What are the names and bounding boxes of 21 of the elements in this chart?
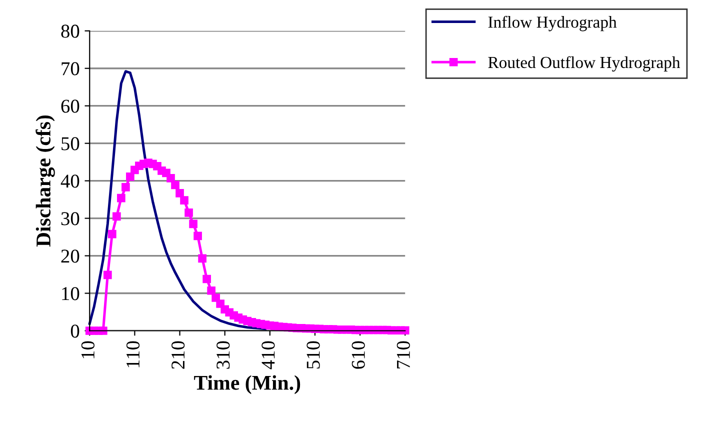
y-tick-label: 70 xyxy=(62,62,80,76)
x-tick-label: 10 xyxy=(81,341,94,358)
x-tick-label: 110 xyxy=(126,341,140,368)
x-tick-label: 310 xyxy=(216,341,230,369)
y-tick-label: 50 xyxy=(62,137,80,150)
y-tick-label: 30 xyxy=(61,212,80,226)
x-tick-label: 210 xyxy=(172,341,185,369)
y-tick-label: 60 xyxy=(61,100,80,113)
y-tick-label: 80 xyxy=(61,24,80,38)
x-tick-label: 410 xyxy=(262,341,275,370)
x-axis-title: Time (Min.) xyxy=(194,375,300,394)
legend-label: Routed Outflow Hydrograph xyxy=(488,56,680,72)
y-axis-title: Discharge (cfs) xyxy=(36,115,55,247)
y-tick-label: 10 xyxy=(62,287,80,300)
x-tick-label: 610 xyxy=(352,341,365,369)
legend-label: Inflow Hydrograph xyxy=(488,16,617,32)
y-tick-label: 20 xyxy=(61,250,80,263)
x-tick-label: 510 xyxy=(306,341,320,369)
y-tick-label: 40 xyxy=(60,174,80,188)
x-tick-label: 710 xyxy=(396,341,410,368)
y-tick-label: 0 xyxy=(70,324,80,338)
